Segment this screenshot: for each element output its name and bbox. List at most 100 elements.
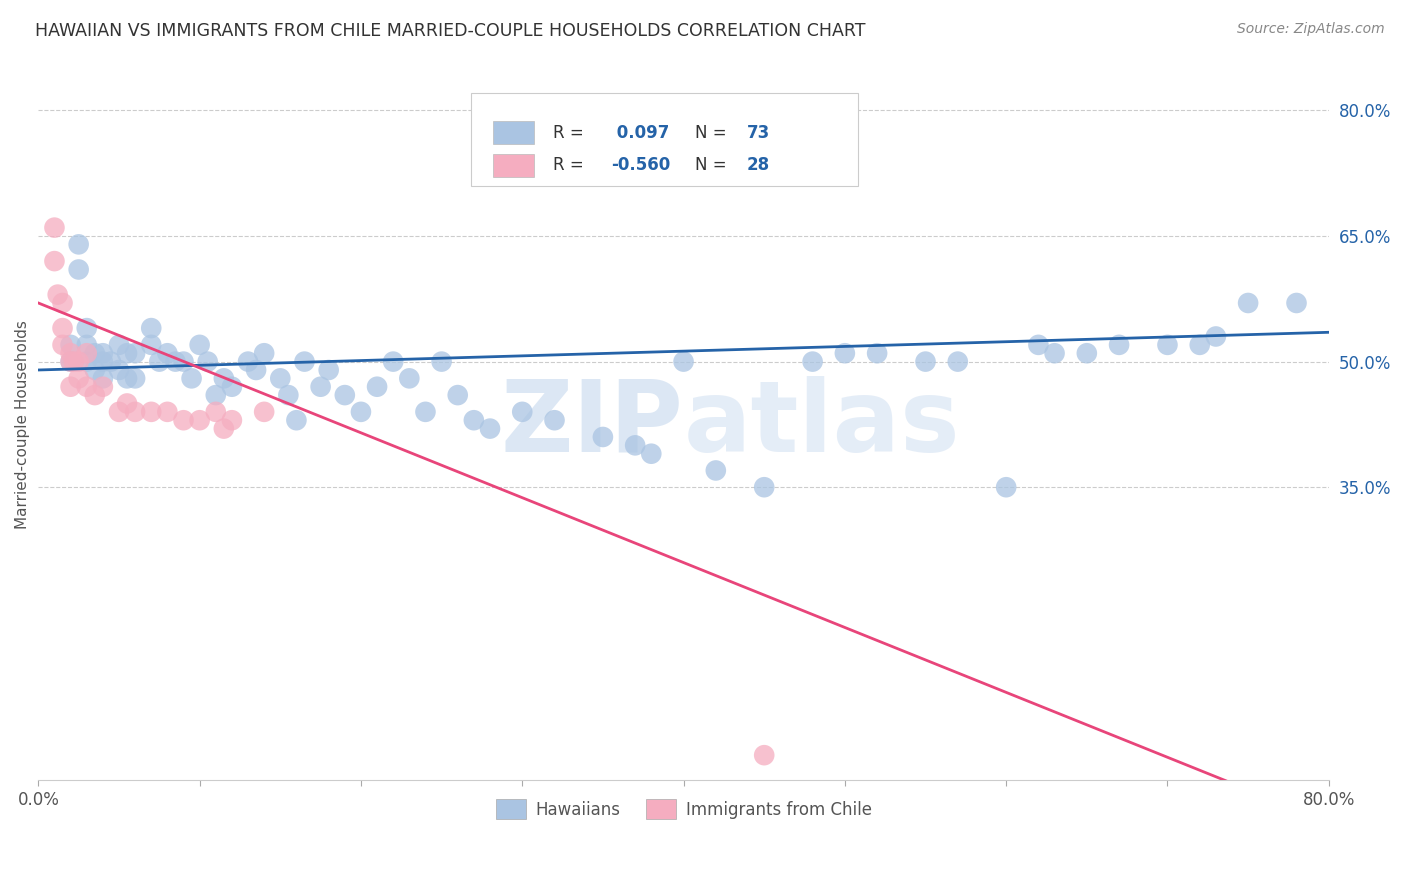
Point (253, 346, 276, 360)
Point (91, 371, 114, 385)
Point (285, 413, 308, 427)
Text: R =: R = (553, 124, 589, 142)
Point (204, 405, 226, 419)
Point (51, 296, 73, 310)
Point (946, 354, 969, 368)
Point (67, 371, 90, 385)
Y-axis label: Married-couple Households: Married-couple Households (15, 320, 30, 529)
Point (100, 354, 122, 368)
Point (754, 480, 776, 494)
Point (318, 363, 340, 377)
Point (141, 338, 163, 352)
Point (165, 354, 187, 368)
Point (366, 380, 388, 394)
Point (59, 354, 82, 368)
Point (44, 220, 66, 235)
Point (67, 354, 90, 368)
Point (914, 354, 936, 368)
Text: 73: 73 (747, 124, 770, 142)
Text: ZIP: ZIP (501, 376, 683, 473)
Point (76, 354, 98, 368)
Point (51, 338, 73, 352)
Legend: Hawaiians, Immigrants from Chile: Hawaiians, Immigrants from Chile (489, 793, 879, 825)
Point (1156, 338, 1178, 352)
Point (212, 421, 235, 435)
Point (124, 346, 146, 360)
Point (51, 321, 73, 335)
FancyBboxPatch shape (492, 154, 534, 177)
Point (398, 371, 420, 385)
Point (197, 354, 219, 368)
Point (430, 354, 453, 368)
Point (188, 413, 211, 427)
Point (1108, 338, 1130, 352)
Point (124, 405, 146, 419)
Point (382, 354, 405, 368)
Point (221, 380, 243, 394)
Point (543, 413, 565, 427)
Point (76, 321, 98, 335)
Point (188, 338, 211, 352)
Text: Source: ZipAtlas.com: Source: ZipAtlas.com (1237, 22, 1385, 37)
Point (672, 354, 695, 368)
Point (156, 405, 179, 419)
Point (108, 405, 131, 419)
Point (180, 371, 202, 385)
Point (1043, 346, 1066, 360)
Point (1076, 346, 1098, 360)
Point (44, 254, 66, 268)
Point (67, 237, 90, 252)
Text: N =: N = (695, 124, 733, 142)
Point (76, 346, 98, 360)
Point (124, 371, 146, 385)
Point (115, 396, 138, 410)
Point (46, 287, 69, 301)
Point (83, 363, 105, 377)
Point (1028, 338, 1050, 352)
Point (141, 321, 163, 335)
Point (59, 346, 82, 360)
Text: N =: N = (695, 156, 733, 174)
Point (76, 380, 98, 394)
Point (801, 354, 824, 368)
Point (1285, 296, 1308, 310)
Point (333, 388, 356, 402)
Point (108, 338, 131, 352)
Text: 28: 28 (747, 156, 770, 174)
Point (83, 346, 105, 360)
Point (624, 438, 647, 452)
Point (253, 405, 276, 419)
Point (995, 480, 1018, 494)
Point (245, 363, 267, 377)
Point (204, 388, 226, 402)
Point (221, 413, 243, 427)
Point (510, 405, 533, 419)
Point (1188, 338, 1211, 352)
Point (115, 346, 138, 360)
Point (156, 346, 179, 360)
FancyBboxPatch shape (471, 94, 858, 186)
Point (1237, 296, 1260, 310)
Point (173, 354, 195, 368)
Point (640, 447, 662, 461)
Point (463, 413, 485, 427)
Point (1205, 329, 1227, 343)
Point (76, 338, 98, 352)
Point (866, 346, 889, 360)
Text: HAWAIIAN VS IMMIGRANTS FROM CHILE MARRIED-COUPLE HOUSEHOLDS CORRELATION CHART: HAWAIIAN VS IMMIGRANTS FROM CHILE MARRIE… (35, 22, 866, 40)
Point (415, 405, 437, 419)
Point (63, 354, 86, 368)
Point (115, 371, 138, 385)
Point (59, 338, 82, 352)
Point (236, 354, 259, 368)
Point (704, 463, 727, 477)
Point (350, 405, 373, 419)
Point (108, 363, 131, 377)
Point (91, 346, 114, 360)
Point (277, 388, 299, 402)
Point (834, 346, 856, 360)
Point (754, 748, 776, 763)
Text: -0.560: -0.560 (612, 156, 671, 174)
Point (269, 371, 291, 385)
Text: atlas: atlas (683, 376, 960, 473)
